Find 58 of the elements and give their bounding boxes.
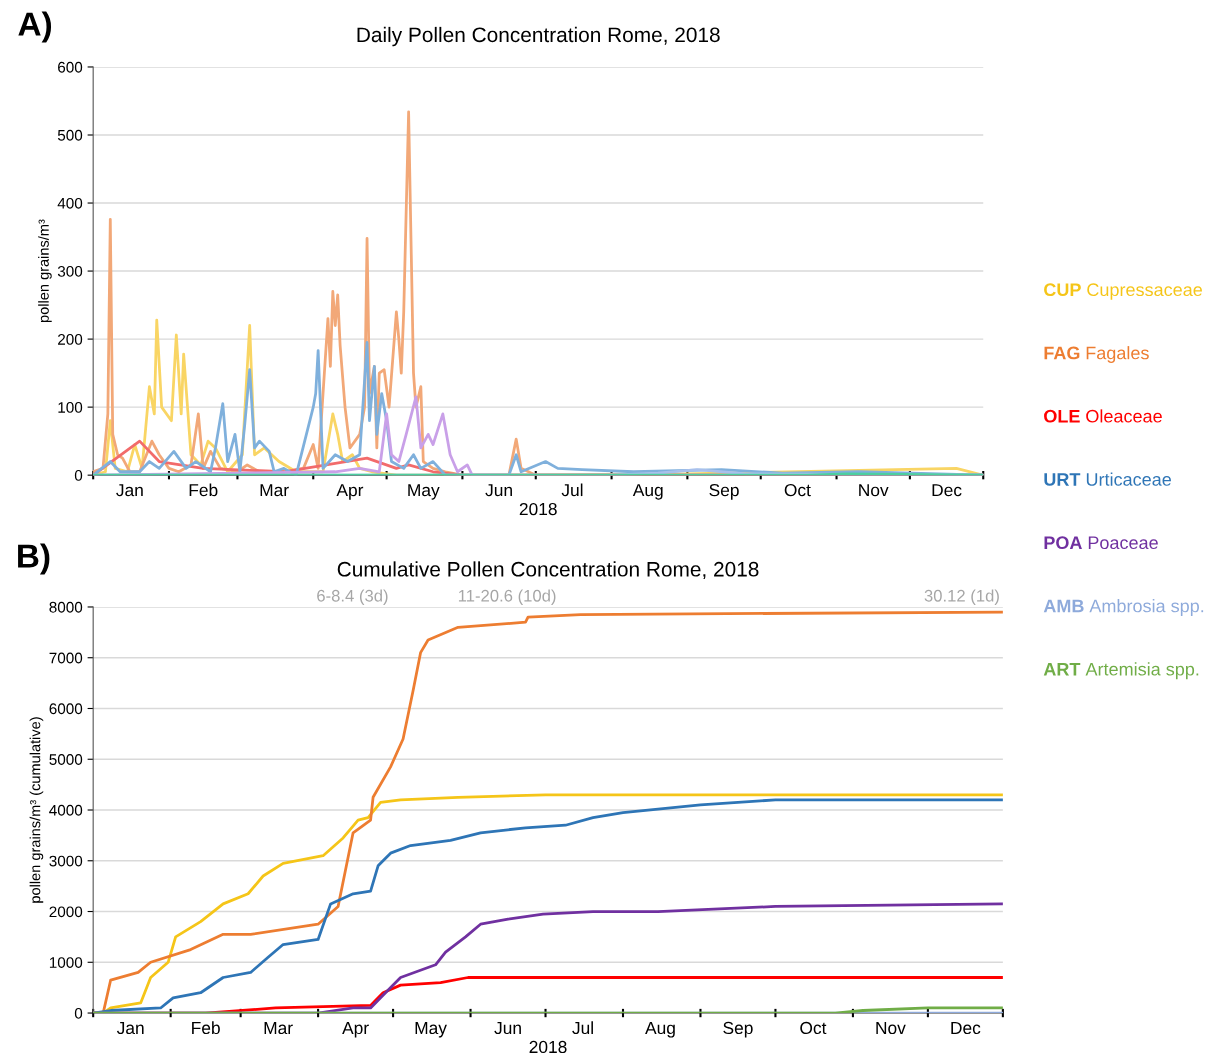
chart-title: Cumulative Pollen Concentration Rome, 2018 bbox=[337, 561, 759, 580]
y-tick-label: 600 bbox=[58, 61, 83, 73]
y-tick-label: 0 bbox=[74, 470, 83, 481]
y-tick-label: 5000 bbox=[49, 754, 83, 765]
y-tick-label: 200 bbox=[58, 333, 83, 345]
y-tick-label: 300 bbox=[57, 265, 83, 277]
text: B) bbox=[18, 543, 50, 575]
y-tick-label: 500 bbox=[57, 129, 83, 141]
text: OLE Oleaceae bbox=[1044, 409, 1162, 423]
x-tick-label: Jul bbox=[561, 483, 583, 497]
text: 11-20.6 (10d) bbox=[458, 589, 556, 605]
y-tick-label: 400 bbox=[57, 197, 83, 209]
x-tick-label: Feb bbox=[189, 483, 218, 497]
text: POA Poaceae bbox=[1044, 536, 1158, 550]
y-axis-title: pollen grains/m³ (cumulative) bbox=[29, 717, 44, 903]
x-tick-label: Jan bbox=[116, 484, 143, 497]
x-tick-label: Jan bbox=[116, 1022, 144, 1035]
x-tick-label: Nov bbox=[876, 1022, 906, 1035]
chart-title: Daily Pollen Concentration Rome, 2018 bbox=[357, 26, 720, 47]
y-tick-label: 3000 bbox=[49, 855, 83, 867]
text: URT Urticaceae bbox=[1044, 472, 1171, 486]
text: FAG Fagales bbox=[1044, 346, 1149, 363]
y-tick-label: 100 bbox=[58, 402, 83, 413]
y-tick-label: 0 bbox=[74, 1007, 83, 1019]
x-tick-label: Apr bbox=[342, 1022, 369, 1038]
x-tick-label: Sep bbox=[723, 1021, 753, 1038]
x-tick-label: Mar bbox=[264, 1022, 293, 1035]
x-tick-label: Mar bbox=[260, 484, 289, 497]
x-tick-label: Aug bbox=[645, 1022, 675, 1038]
text: 6-8.4 (3d) bbox=[317, 589, 388, 605]
x-tick-label: Jul bbox=[572, 1021, 593, 1035]
x-tick-label: Nov bbox=[859, 484, 889, 497]
x-tick-label: Feb bbox=[192, 1021, 220, 1035]
text: CUP Cupressaceae bbox=[1044, 283, 1202, 300]
x-axis-title: 2018 bbox=[529, 1040, 567, 1054]
x-tick-label: Apr bbox=[336, 484, 364, 500]
x-tick-label: May bbox=[415, 1022, 447, 1038]
x-tick-label: Aug bbox=[632, 484, 663, 500]
y-tick-label: 7000 bbox=[49, 652, 83, 664]
text: A) bbox=[18, 11, 52, 43]
y-tick-label: 6000 bbox=[49, 703, 83, 715]
y-tick-label: 4000 bbox=[49, 804, 83, 816]
text: AMB Ambrosia spp. bbox=[1043, 599, 1204, 616]
y-tick-label: 2000 bbox=[49, 906, 83, 918]
y-tick-label: 1000 bbox=[49, 957, 83, 968]
x-tick-label: Jun bbox=[485, 484, 512, 497]
x-tick-label: Dec bbox=[951, 1022, 981, 1035]
x-tick-label: Oct bbox=[784, 483, 811, 497]
y-axis-title: pollen grains/m³ bbox=[38, 219, 52, 322]
x-tick-label: Sep bbox=[709, 483, 739, 500]
y-tick-label: 8000 bbox=[49, 601, 83, 613]
text: ART Artemisia spp. bbox=[1043, 662, 1199, 680]
x-tick-label: Jun bbox=[494, 1022, 521, 1035]
x-tick-label: Dec bbox=[932, 484, 962, 497]
x-axis-title: 2018 bbox=[519, 502, 557, 516]
x-tick-label: Oct bbox=[800, 1021, 827, 1035]
x-tick-label: May bbox=[408, 484, 440, 500]
text: 30.12 (1d) bbox=[924, 589, 999, 605]
